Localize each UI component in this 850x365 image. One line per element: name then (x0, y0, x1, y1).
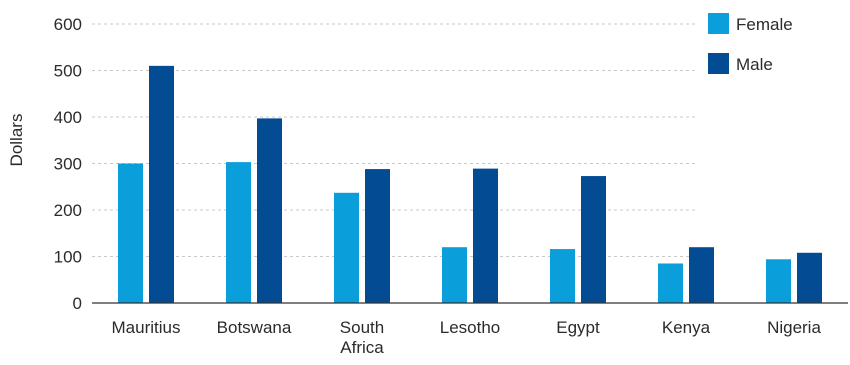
bar-female (658, 263, 683, 303)
bar-female (118, 163, 143, 303)
y-tick-label: 400 (54, 108, 82, 127)
x-category-label: Mauritius (112, 318, 181, 337)
bar-female (766, 259, 791, 303)
x-category-label-line: South (340, 318, 384, 337)
x-category-label-line: Egypt (556, 318, 600, 337)
y-axis-title: Dollars (7, 114, 26, 167)
legend: Female Male (708, 13, 793, 74)
legend-swatch-male (708, 53, 729, 74)
x-category-label: Egypt (556, 318, 600, 337)
x-category-label: Nigeria (767, 318, 821, 337)
y-tick-label: 100 (54, 248, 82, 267)
y-axis-ticks: 0 100 200 300 400 500 600 (54, 15, 82, 313)
bar-male (797, 252, 822, 303)
x-category-label: Lesotho (440, 318, 501, 337)
x-category-label-line: Mauritius (112, 318, 181, 337)
x-category-label-line: Africa (340, 338, 384, 357)
bar-female (550, 249, 575, 303)
x-category-label-line: Nigeria (767, 318, 821, 337)
bars (118, 65, 822, 304)
y-tick-label: 0 (73, 294, 82, 313)
bar-male (473, 168, 498, 303)
y-tick-label: 500 (54, 62, 82, 81)
bar-female (226, 162, 251, 303)
y-tick-label: 300 (54, 155, 82, 174)
x-category-label: South Africa (340, 318, 384, 357)
bar-female (442, 247, 467, 303)
x-axis-categories: Mauritius Botswana South Africa Lesotho Egypt… (112, 318, 822, 357)
bar-male (581, 176, 606, 303)
legend-swatch-female (708, 13, 729, 34)
y-tick-label: 600 (54, 15, 82, 34)
bar-male (689, 247, 714, 303)
legend-label-female: Female (736, 15, 793, 34)
y-tick-label: 200 (54, 201, 82, 220)
x-category-label-line: Lesotho (440, 318, 501, 337)
gridlines (92, 23, 695, 257)
bar-male (257, 118, 282, 304)
x-category-label-line: Kenya (662, 318, 711, 337)
x-category-label: Kenya (662, 318, 711, 337)
bar-male (149, 65, 174, 303)
legend-label-male: Male (736, 55, 773, 74)
x-category-label: Botswana (217, 318, 292, 337)
bar-female (334, 192, 359, 303)
x-category-label-line: Botswana (217, 318, 292, 337)
bar-male (365, 169, 390, 303)
